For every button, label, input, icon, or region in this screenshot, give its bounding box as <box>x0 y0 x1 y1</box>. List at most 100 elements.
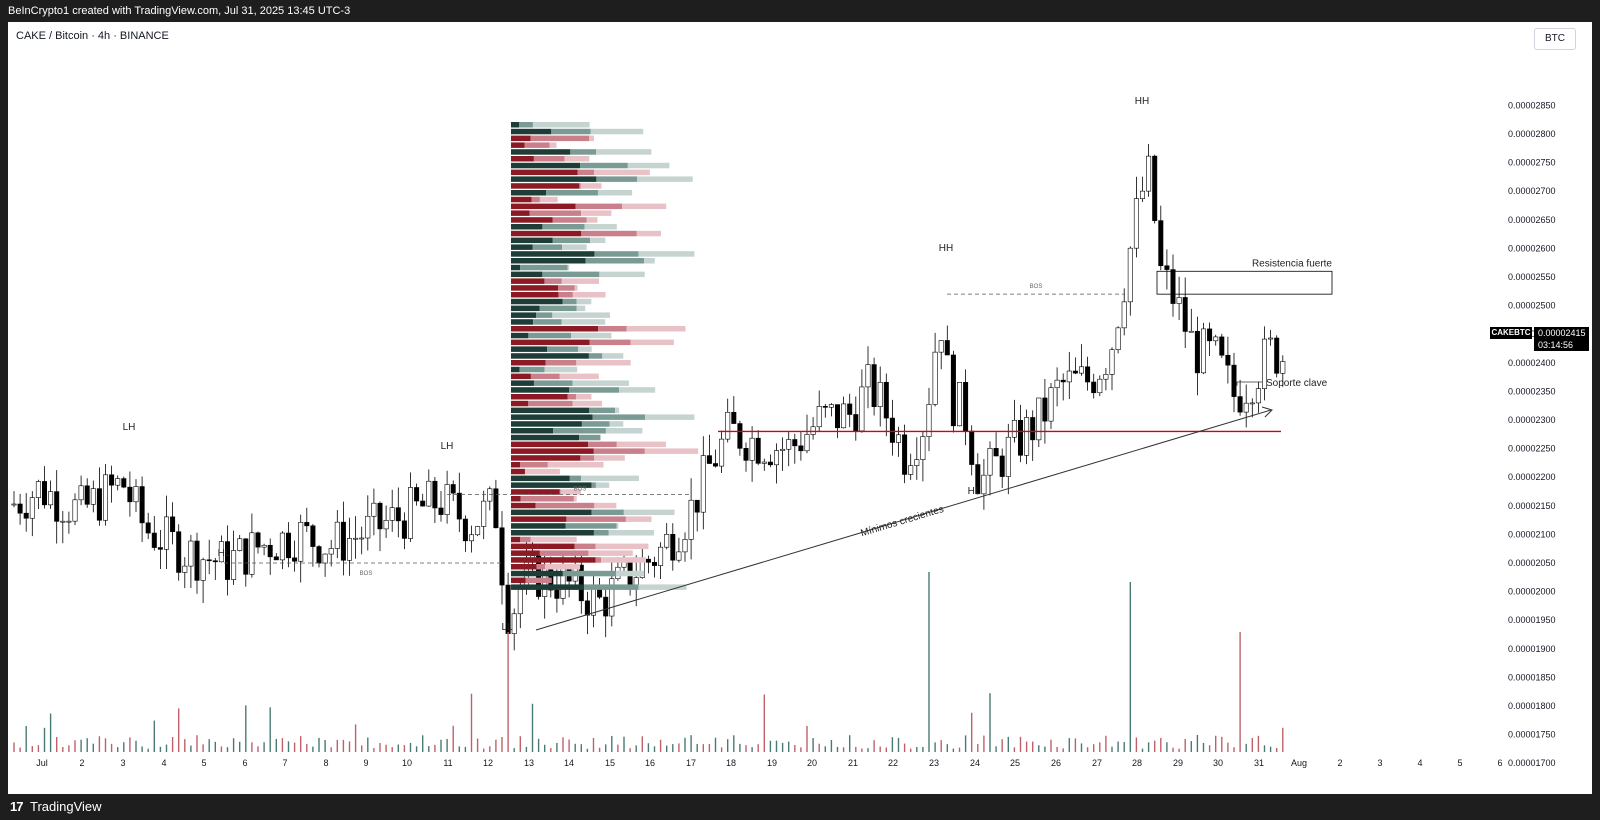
volume-bar <box>232 738 235 752</box>
candle-body <box>346 538 352 561</box>
volume-profile-bar <box>605 428 643 434</box>
candle-body <box>1231 364 1237 397</box>
candle-body <box>706 455 712 464</box>
volume-bar <box>446 738 448 752</box>
volume-profile-bar <box>539 305 577 312</box>
resistance-zone <box>1156 270 1333 295</box>
volume-bar <box>1282 727 1284 752</box>
volume-bar <box>141 746 143 752</box>
candle-body <box>292 557 298 562</box>
volume-profile-bar <box>511 271 543 278</box>
candle-body <box>877 381 883 407</box>
x-tick-label: 26 <box>1051 758 1061 768</box>
candle-body <box>1176 297 1182 304</box>
volume-profile-bar <box>553 428 606 434</box>
swing-label: HL <box>218 548 231 559</box>
volume-profile-bar <box>580 455 595 461</box>
symbol-price-tag: CAKEBTC <box>1490 327 1532 339</box>
volume-bar <box>74 740 76 752</box>
volume-bar <box>751 747 753 752</box>
volume-profile-bar <box>511 462 521 468</box>
x-tick-label: 4 <box>1417 758 1422 768</box>
volume-profile-bar <box>579 183 581 189</box>
volume-bar <box>49 713 52 752</box>
volume-profile-bar <box>511 346 547 352</box>
volume-profile-bar <box>571 332 612 339</box>
volume-profile-bar <box>533 156 565 162</box>
candle-body <box>1274 337 1280 374</box>
volume-profile-bar <box>511 292 559 298</box>
bos-label: BOS <box>1030 284 1043 290</box>
bar-countdown: 03:14:56 <box>1538 340 1574 350</box>
candle-body <box>1243 402 1249 413</box>
volume-profile-bar <box>511 516 567 522</box>
volume-bar <box>434 744 436 752</box>
x-tick-label: 2 <box>79 758 84 768</box>
candle-body <box>651 562 657 566</box>
y-tick-label: 0.00002500 <box>1508 301 1556 311</box>
candle-body <box>987 448 993 476</box>
volume-bar <box>318 737 320 752</box>
volume-profile-bar <box>511 455 581 461</box>
candle-body <box>1127 247 1133 303</box>
volume-profile-bar <box>511 298 563 305</box>
x-tick-label: 19 <box>767 758 777 768</box>
x-tick-label: 14 <box>564 758 574 768</box>
candle-body <box>304 522 310 527</box>
volume-bar <box>196 735 198 752</box>
tradingview-brand[interactable]: TradingView <box>30 799 102 814</box>
candle-body <box>1066 370 1072 383</box>
candle-body <box>237 538 243 551</box>
volume-bar <box>580 744 582 752</box>
candle-body <box>1091 381 1097 394</box>
last-price: 0.00002415 <box>1538 328 1586 338</box>
candle-body <box>999 455 1005 477</box>
volume-bar <box>727 739 729 752</box>
volume-bar <box>1117 741 1119 752</box>
volume-profile-bar <box>589 339 631 346</box>
candle-body <box>658 546 664 566</box>
volume-profile-bar <box>511 577 526 584</box>
candle-body <box>1164 265 1170 270</box>
volume-bar <box>367 737 369 752</box>
swing-label: LL <box>501 622 513 633</box>
volume-profile-bar <box>579 434 601 441</box>
volume-bar <box>659 739 662 752</box>
volume-bar <box>287 741 290 752</box>
volume-profile-bar <box>511 468 525 475</box>
x-tick-label: 25 <box>1010 758 1020 768</box>
volume-profile-bar <box>589 407 616 414</box>
volume-bar <box>733 735 735 752</box>
volume-profile-bar <box>511 230 582 237</box>
candle-body <box>267 544 273 558</box>
candle-body <box>310 525 316 547</box>
currency-button[interactable]: BTC <box>1534 28 1576 50</box>
y-tick-label: 0.00001950 <box>1508 615 1556 625</box>
volume-profile-bar <box>619 387 656 393</box>
candle-body <box>115 478 121 486</box>
candle-body <box>981 474 987 495</box>
volume-profile-bar <box>584 584 639 590</box>
volume-bar <box>239 741 241 752</box>
candle-body <box>340 521 346 561</box>
candle-body <box>133 486 139 503</box>
volume-profile-bar <box>623 509 675 516</box>
candle-body <box>804 434 810 452</box>
volume-profile-bar <box>565 523 617 529</box>
volume-profile-bar <box>511 176 597 182</box>
x-tick-label: 7 <box>282 758 287 768</box>
candle-body <box>993 448 999 457</box>
candle-body <box>450 484 456 494</box>
volume-bar <box>897 737 900 752</box>
volume-profile-bar <box>525 577 551 584</box>
volume-profile-bar <box>584 224 617 230</box>
candle-body <box>1054 379 1060 389</box>
swing-label: LH <box>123 422 136 433</box>
volume-profile-bar <box>520 462 548 468</box>
volume-bar <box>531 703 534 752</box>
candle-body <box>103 474 109 521</box>
y-tick-label: 0.00001800 <box>1508 701 1556 711</box>
volume-profile-bar <box>511 502 536 509</box>
candle-body <box>334 521 340 549</box>
